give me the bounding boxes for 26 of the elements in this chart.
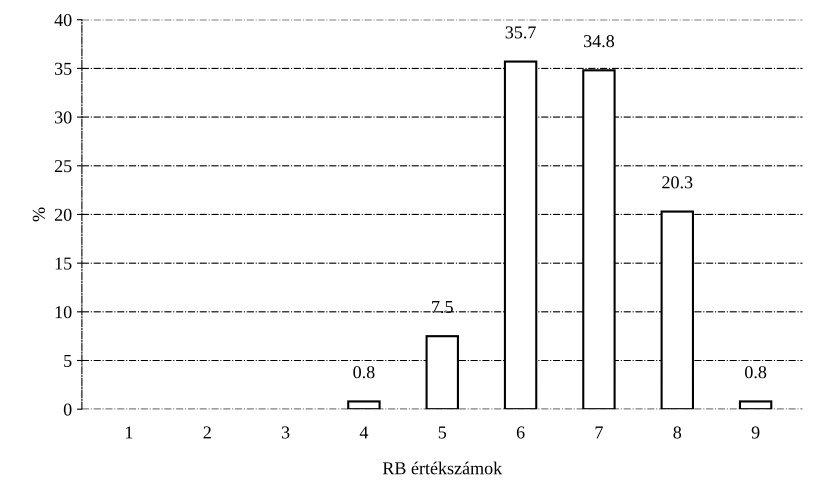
y-tick-label: 5 [64,354,72,367]
y-tick-label: 35 [54,62,72,75]
x-tick-label: 3 [282,426,290,439]
x-tick-label: 8 [673,426,682,439]
x-tick-label: 1 [126,426,132,438]
data-label: 7.5 [432,301,453,314]
y-tick-label: 25 [54,160,72,172]
x-tick-label: 2 [204,426,211,438]
y-tick-label: 20 [54,208,72,221]
y-tick-label: 0 [64,403,72,416]
y-axis-title: % [32,208,45,222]
data-label: 0.8 [745,366,766,378]
data-label: 0.8 [353,366,375,378]
x-tick-label: 7 [596,426,603,438]
x-tick-label: 6 [516,426,525,439]
data-label: 34.8 [584,35,614,48]
x-axis-title: RB értékszámok [382,462,502,474]
y-tick-label: 10 [56,306,72,318]
x-tick-label: 9 [752,426,760,439]
x-tick-label: 5 [438,426,446,439]
y-tick-label: 30 [54,111,72,124]
x-tick-label: 4 [360,426,368,438]
data-label: 20.3 [662,176,692,188]
data-label: 35.7 [506,26,536,39]
y-tick-label: 40 [54,14,72,26]
y-tick-label: 15 [56,257,72,270]
